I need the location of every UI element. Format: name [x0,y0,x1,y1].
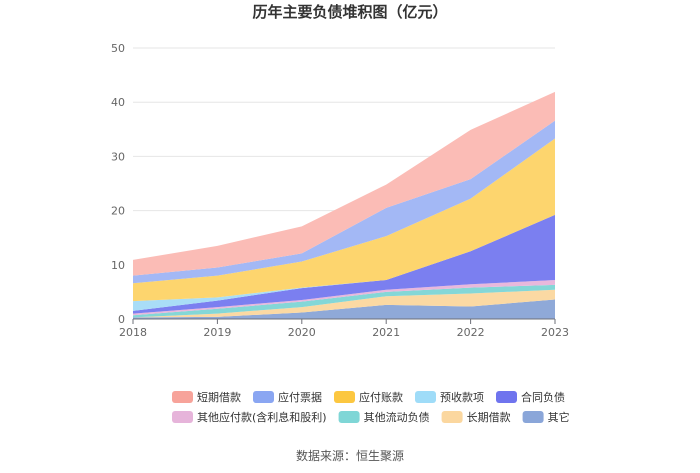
legend-swatch [334,391,355,403]
legend-label: 应付账款 [359,390,403,404]
y-tick-label: 20 [111,205,125,218]
area-应付账款 [133,138,555,302]
legend-swatch [415,391,436,403]
legend-item: 应付账款 [334,390,403,404]
legend-label: 其它 [548,410,570,424]
x-tick-label: 2022 [457,326,485,339]
x-tick-label: 2020 [288,326,316,339]
legend-label: 合同负债 [521,390,565,404]
area-长期借款 [133,289,555,318]
y-tick-label: 40 [111,96,125,109]
area-短期借款 [133,91,555,276]
legend-item: 其他应付款(含利息和股利) [172,410,327,424]
legend-item: 长期借款 [441,410,511,424]
y-tick-label: 30 [111,150,125,163]
legend-label: 短期借款 [197,390,241,404]
legend-swatch [338,411,360,423]
x-tick-label: 2018 [119,326,147,339]
area-其他应付款(含利息和股利) [133,279,555,316]
series-areas [133,91,555,319]
legend-item: 其它 [522,410,570,424]
legend-swatch [441,411,463,423]
legend-swatch [253,391,274,403]
legend-label: 其他流动负债 [364,410,430,424]
legend-label: 应付票据 [278,390,322,404]
data-source: 数据来源：恒生聚源 [296,448,404,463]
area-其它 [133,299,555,319]
legend-swatch [496,391,517,403]
legend-label: 预收款项 [440,390,484,404]
legend-item: 短期借款 [172,390,241,404]
y-tick-label: 50 [111,42,125,55]
legend-item: 合同负债 [496,390,565,404]
area-预收款项 [133,214,555,311]
legend-item: 预收款项 [415,390,484,404]
legend-label: 长期借款 [467,410,511,424]
chart-title: 历年主要负债堆积图（亿元） [252,3,447,21]
legend-swatch [172,391,193,403]
x-tick-label: 2021 [372,326,400,339]
legend-swatch [172,411,193,423]
y-tick-label: 10 [111,259,125,272]
x-tick-label: 2019 [203,326,231,339]
legend-item: 其他流动负债 [338,410,430,424]
axes: 0 10 20 30 40 50 2018 2019 2020 2021 2022 2023 [111,42,569,339]
x-tick-label: 2023 [541,326,569,339]
legend-swatch [522,411,544,423]
y-tick-label: 0 [118,313,125,326]
legend-label: 其他应付款(含利息和股利) [197,410,327,424]
area-合同负债 [133,214,555,314]
area-其他流动负债 [133,284,555,318]
legend-item: 应付票据 [253,390,322,404]
